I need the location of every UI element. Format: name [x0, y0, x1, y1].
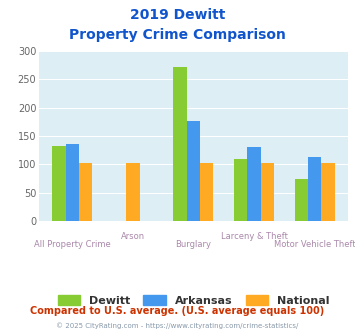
Bar [79, 163, 92, 221]
Bar [308, 156, 321, 221]
Bar [234, 159, 247, 221]
Text: All Property Crime: All Property Crime [34, 240, 111, 249]
Bar [247, 148, 261, 221]
Bar [321, 163, 334, 221]
Text: Burglary: Burglary [175, 240, 212, 249]
Bar [295, 179, 308, 221]
Bar [261, 163, 274, 221]
Text: Property Crime Comparison: Property Crime Comparison [69, 28, 286, 42]
Bar [200, 163, 213, 221]
Bar [53, 146, 66, 221]
Text: © 2025 CityRating.com - https://www.cityrating.com/crime-statistics/: © 2025 CityRating.com - https://www.city… [56, 323, 299, 329]
Text: Motor Vehicle Theft: Motor Vehicle Theft [274, 240, 355, 249]
Legend: Dewitt, Arkansas, National: Dewitt, Arkansas, National [53, 291, 334, 311]
Text: Compared to U.S. average. (U.S. average equals 100): Compared to U.S. average. (U.S. average … [31, 306, 324, 316]
Text: Larceny & Theft: Larceny & Theft [220, 232, 288, 242]
Bar [126, 163, 140, 221]
Bar [174, 67, 187, 221]
Bar [66, 144, 79, 221]
Text: 2019 Dewitt: 2019 Dewitt [130, 8, 225, 22]
Text: Arson: Arson [121, 232, 145, 242]
Bar [187, 121, 200, 221]
